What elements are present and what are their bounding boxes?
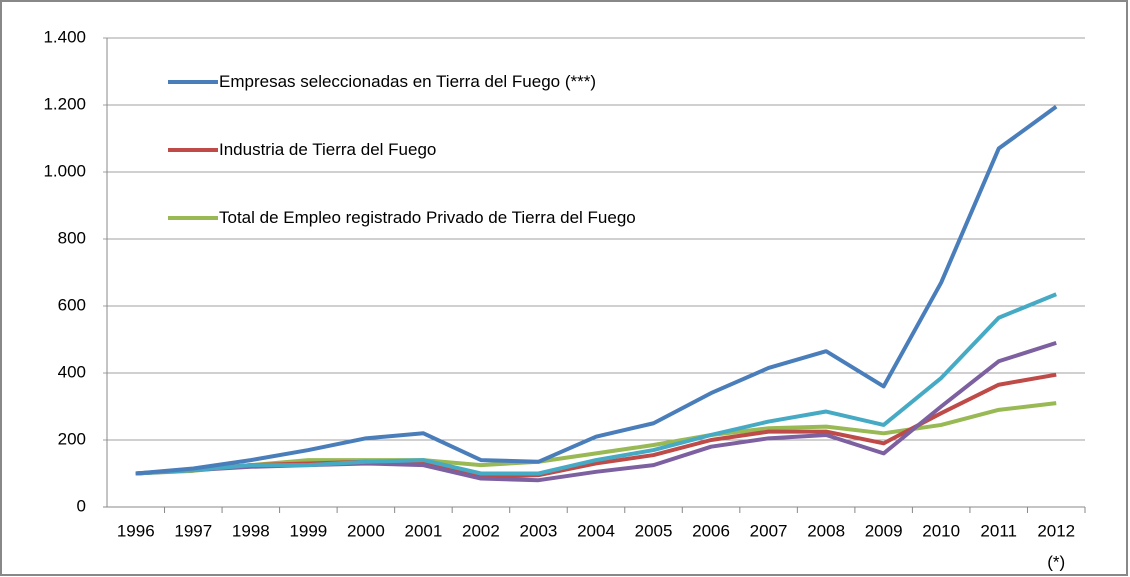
series-line xyxy=(135,292,1057,476)
x-tick-note: (*) xyxy=(1047,552,1065,571)
x-tick-label: 2012 xyxy=(1037,521,1075,540)
x-tick-label: 2003 xyxy=(520,521,558,540)
y-tick-label: 0 xyxy=(77,496,86,515)
x-tick-label: 1998 xyxy=(232,521,270,540)
x-tick-label: 2011 xyxy=(980,521,1017,540)
x-tick-label: 2001 xyxy=(404,521,442,540)
x-tick-label: 2006 xyxy=(692,521,730,540)
legend-label: Industria de Tierra del Fuego xyxy=(219,140,437,159)
y-tick-label: 400 xyxy=(58,362,86,381)
y-tick-label: 600 xyxy=(58,295,86,314)
y-tick-label: 1.400 xyxy=(43,27,86,46)
x-tick-label: 1996 xyxy=(117,521,155,540)
y-tick-label: 1.000 xyxy=(43,161,86,180)
x-tick-label: 2004 xyxy=(577,521,615,540)
x-tick-label: 2009 xyxy=(865,521,903,540)
x-tick-label: 2008 xyxy=(807,521,845,540)
y-tick-label: 1.200 xyxy=(43,94,86,113)
legend-label: Empresas seleccionadas en Tierra del Fue… xyxy=(219,72,597,91)
x-tick-label: 2005 xyxy=(635,521,673,540)
x-tick-label: 1997 xyxy=(174,521,212,540)
legend-label: Total de Empleo registrado Privado de Ti… xyxy=(219,208,636,227)
x-tick-label: 2002 xyxy=(462,521,500,540)
y-tick-label: 800 xyxy=(58,228,86,247)
x-tick-label: 2010 xyxy=(922,521,960,540)
x-tick-label: 2007 xyxy=(750,521,788,540)
series-line xyxy=(135,105,1058,476)
y-tick-label: 200 xyxy=(58,429,86,448)
x-tick-label: 2000 xyxy=(347,521,385,540)
series-line xyxy=(135,401,1057,476)
x-tick-label: 1999 xyxy=(289,521,327,540)
